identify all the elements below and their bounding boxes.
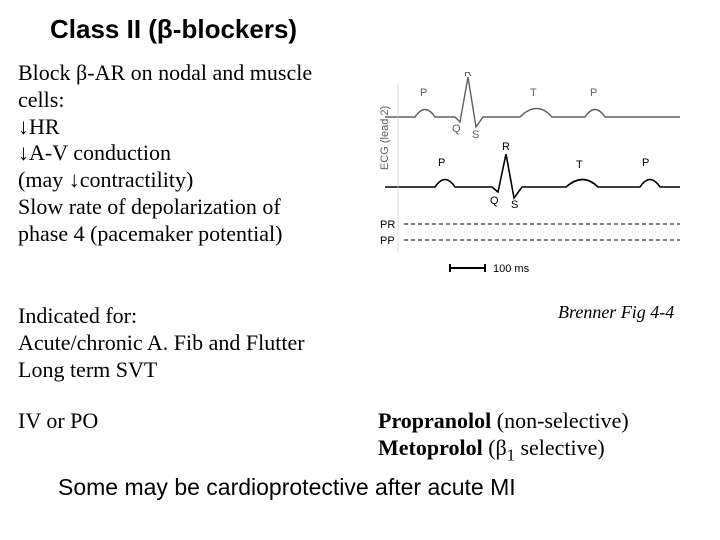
svg-text:ECG (lead 2): ECG (lead 2): [380, 106, 391, 170]
line: ↓HR: [18, 114, 378, 141]
svg-text:100 ms: 100 ms: [493, 263, 530, 275]
svg-text:T: T: [530, 87, 537, 99]
svg-text:P: P: [590, 87, 597, 99]
drug-name: Metoprolol: [378, 435, 483, 460]
line: ↓A-V conduction: [18, 140, 378, 167]
drug-note: (non-selective): [491, 408, 628, 433]
svg-text:S: S: [511, 199, 518, 211]
line: Indicated for:: [18, 303, 378, 330]
line: Long term SVT: [18, 357, 378, 384]
svg-text:T: T: [576, 159, 583, 171]
text-route: IV or PO: [18, 408, 98, 434]
drug-note-pre: (β: [483, 435, 507, 460]
drug-name: Propranolol: [378, 408, 491, 433]
drug-note-post: selective): [515, 435, 605, 460]
slide-title: Class II (β-blockers): [50, 14, 297, 45]
text-block-mechanism: Block β-AR on nodal and muscle cells: ↓H…: [18, 60, 378, 248]
ecg-figure: ECG (lead 2)PQRSTPPQRSTPPRPP100 ms: [380, 72, 710, 292]
svg-text:Q: Q: [490, 195, 499, 207]
line: Block β-AR on nodal and muscle: [18, 60, 378, 87]
svg-text:P: P: [420, 87, 427, 99]
text-drugs: Propranolol (non-selective) Metoprolol (…: [378, 408, 629, 465]
svg-text:PP: PP: [380, 235, 395, 247]
svg-text:P: P: [642, 157, 649, 169]
line: Slow rate of depolarization of: [18, 194, 378, 221]
text-bottom: Some may be cardioprotective after acute…: [58, 474, 516, 501]
svg-text:PR: PR: [380, 219, 395, 231]
svg-text:R: R: [502, 141, 510, 153]
svg-text:S: S: [472, 129, 479, 141]
svg-text:P: P: [438, 157, 445, 169]
svg-text:R: R: [464, 72, 472, 79]
figure-reference: Brenner Fig 4-4: [558, 302, 674, 323]
svg-text:Q: Q: [452, 123, 461, 135]
line: Acute/chronic A. Fib and Flutter: [18, 330, 378, 357]
line: cells:: [18, 87, 378, 114]
line: phase 4 (pacemaker potential): [18, 221, 378, 248]
text-block-indications: Indicated for: Acute/chronic A. Fib and …: [18, 303, 378, 383]
line: (may ↓contractility): [18, 167, 378, 194]
drug-line: Propranolol (non-selective): [378, 408, 629, 435]
drug-line: Metoprolol (β1 selective): [378, 435, 629, 466]
drug-sub: 1: [507, 445, 515, 464]
